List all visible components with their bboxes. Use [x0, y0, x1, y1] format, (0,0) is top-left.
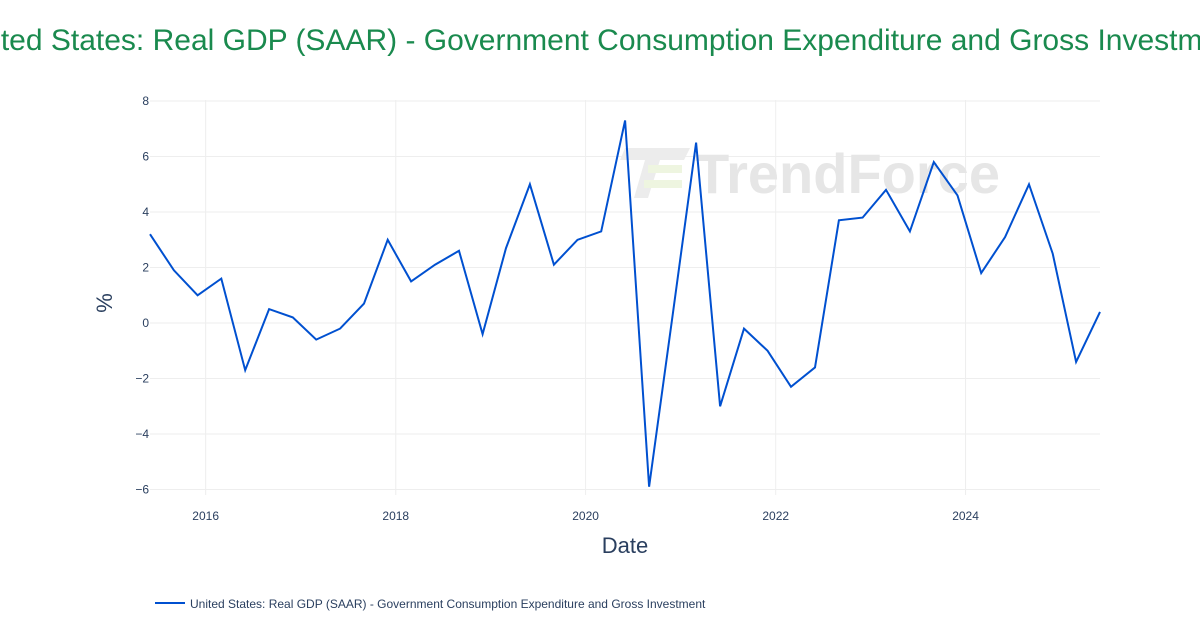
y-tick-label: −6 — [135, 483, 149, 497]
legend-label: United States: Real GDP (SAAR) - Governm… — [190, 597, 706, 611]
chart-title: United States: Real GDP (SAAR) - Governm… — [0, 24, 1200, 57]
y-tick-label: −4 — [135, 427, 149, 441]
y-axis-label: % — [92, 293, 117, 313]
legend[interactable]: United States: Real GDP (SAAR) - Governm… — [155, 597, 706, 611]
y-tick-label: 2 — [142, 261, 149, 275]
series-line — [149, 120, 1101, 487]
x-tick-label: 2016 — [192, 509, 219, 523]
x-axis-label: Date — [602, 533, 648, 558]
y-tick-label: 6 — [142, 150, 149, 164]
watermark-logo: TrendForce — [695, 142, 1000, 205]
y-tick-label: 0 — [142, 316, 149, 330]
x-tick-label: 2018 — [382, 509, 409, 523]
y-tick-label: −2 — [135, 372, 149, 386]
trendforce-logo-icon — [620, 148, 690, 198]
x-tick-label: 2024 — [952, 509, 979, 523]
x-tick-label: 2022 — [762, 509, 789, 523]
x-tick-label: 2020 — [572, 509, 599, 523]
y-tick-label: 4 — [142, 205, 149, 219]
y-tick-label: 8 — [142, 94, 149, 108]
grid — [150, 100, 1100, 495]
